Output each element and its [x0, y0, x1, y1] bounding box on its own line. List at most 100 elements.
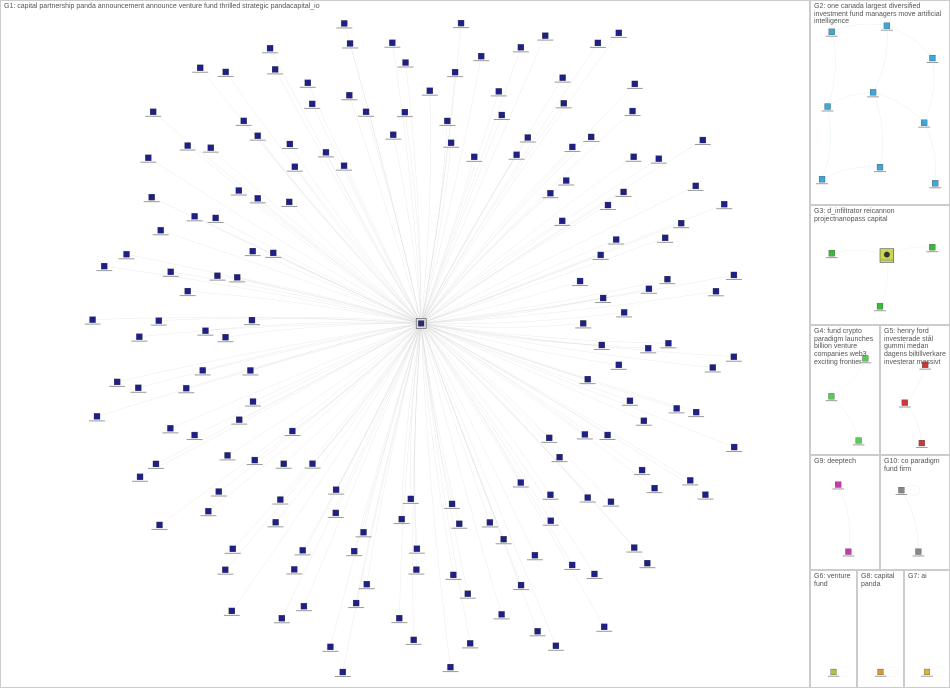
- node[interactable]: [525, 135, 531, 141]
- node[interactable]: [124, 251, 130, 257]
- node[interactable]: [249, 317, 255, 323]
- node[interactable]: [197, 65, 203, 71]
- node[interactable]: [281, 461, 287, 467]
- node[interactable]: [286, 199, 292, 205]
- node[interactable]: [616, 30, 622, 36]
- node[interactable]: [408, 496, 414, 502]
- node[interactable]: [292, 164, 298, 170]
- node[interactable]: [114, 379, 120, 385]
- node[interactable]: [427, 88, 433, 94]
- node[interactable]: [465, 591, 471, 597]
- node[interactable]: [399, 516, 405, 522]
- node[interactable]: [158, 227, 164, 233]
- node[interactable]: [580, 320, 586, 326]
- node[interactable]: [632, 81, 638, 87]
- node[interactable]: [721, 201, 727, 207]
- node[interactable]: [563, 178, 569, 184]
- node[interactable]: [919, 440, 925, 446]
- node[interactable]: [145, 155, 151, 161]
- node[interactable]: [588, 134, 594, 140]
- node[interactable]: [630, 108, 636, 114]
- node[interactable]: [225, 452, 231, 458]
- node[interactable]: [547, 492, 553, 498]
- node[interactable]: [535, 628, 541, 634]
- graph-g2[interactable]: [811, 1, 949, 204]
- node[interactable]: [605, 202, 611, 208]
- node[interactable]: [305, 80, 311, 86]
- node[interactable]: [223, 69, 229, 75]
- node[interactable]: [577, 278, 583, 284]
- node[interactable]: [363, 109, 369, 115]
- node[interactable]: [713, 288, 719, 294]
- node[interactable]: [646, 286, 652, 292]
- node[interactable]: [94, 413, 100, 419]
- node[interactable]: [702, 492, 708, 498]
- node[interactable]: [731, 444, 737, 450]
- node[interactable]: [878, 669, 884, 675]
- node[interactable]: [413, 567, 419, 573]
- node[interactable]: [929, 244, 935, 250]
- node[interactable]: [641, 418, 647, 424]
- node[interactable]: [560, 75, 566, 81]
- node[interactable]: [621, 309, 627, 315]
- node[interactable]: [247, 367, 253, 373]
- node[interactable]: [289, 428, 295, 434]
- node[interactable]: [499, 611, 505, 617]
- node[interactable]: [674, 405, 680, 411]
- node[interactable]: [546, 435, 552, 441]
- node[interactable]: [323, 149, 329, 155]
- node[interactable]: [185, 288, 191, 294]
- node[interactable]: [403, 60, 409, 66]
- node[interactable]: [645, 345, 651, 351]
- node[interactable]: [569, 144, 575, 150]
- node[interactable]: [361, 529, 367, 535]
- node[interactable]: [230, 546, 236, 552]
- node[interactable]: [932, 180, 938, 186]
- node[interactable]: [301, 603, 307, 609]
- node[interactable]: [389, 40, 395, 46]
- node[interactable]: [693, 183, 699, 189]
- node[interactable]: [652, 485, 658, 491]
- node[interactable]: [902, 400, 908, 406]
- node[interactable]: [411, 637, 417, 643]
- node[interactable]: [599, 342, 605, 348]
- node[interactable]: [255, 133, 261, 139]
- node[interactable]: [450, 572, 456, 578]
- node[interactable]: [870, 89, 876, 95]
- node[interactable]: [456, 521, 462, 527]
- node[interactable]: [835, 482, 841, 488]
- node[interactable]: [616, 362, 622, 368]
- graph-g6[interactable]: [811, 571, 856, 687]
- node[interactable]: [656, 156, 662, 162]
- node[interactable]: [601, 624, 607, 630]
- node[interactable]: [561, 100, 567, 106]
- node[interactable]: [183, 385, 189, 391]
- node[interactable]: [631, 545, 637, 551]
- node[interactable]: [340, 669, 346, 675]
- node[interactable]: [487, 519, 493, 525]
- node[interactable]: [153, 461, 159, 467]
- node[interactable]: [347, 40, 353, 46]
- node[interactable]: [819, 176, 825, 182]
- graph-g7[interactable]: [905, 571, 949, 687]
- node[interactable]: [585, 376, 591, 382]
- node[interactable]: [542, 33, 548, 39]
- node[interactable]: [205, 508, 211, 514]
- node[interactable]: [333, 487, 339, 493]
- node[interactable]: [452, 69, 458, 75]
- node[interactable]: [471, 154, 477, 160]
- node[interactable]: [829, 29, 835, 35]
- node[interactable]: [665, 340, 671, 346]
- node[interactable]: [557, 454, 563, 460]
- node[interactable]: [547, 190, 553, 196]
- node[interactable]: [213, 215, 219, 221]
- node[interactable]: [856, 438, 862, 444]
- node[interactable]: [351, 548, 357, 554]
- node[interactable]: [478, 53, 484, 59]
- node[interactable]: [291, 566, 297, 572]
- node[interactable]: [222, 567, 228, 573]
- node[interactable]: [255, 195, 261, 201]
- node[interactable]: [518, 480, 524, 486]
- node[interactable]: [631, 154, 637, 160]
- node[interactable]: [270, 250, 276, 256]
